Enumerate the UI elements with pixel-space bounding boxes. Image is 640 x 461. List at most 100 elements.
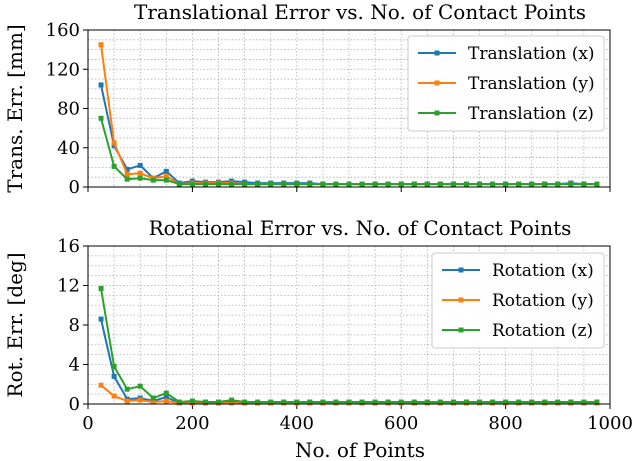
rotation-data-point <box>424 399 430 405</box>
rotation-legend-marker <box>458 327 464 333</box>
rotation-y-tick-label: 0 <box>69 394 80 415</box>
rotation-x-tick-label: 800 <box>488 413 522 434</box>
translation-data-point <box>255 181 261 187</box>
translation-data-point <box>111 140 117 146</box>
rotation-data-point <box>111 373 117 379</box>
translation-data-point <box>320 181 326 187</box>
translation-data-point <box>581 181 587 187</box>
translation-data-point <box>594 181 600 187</box>
translation-y-tick-label: 80 <box>57 99 80 120</box>
rotation-data-point <box>189 398 195 404</box>
rotation-data-point <box>229 400 235 406</box>
rotation-data-point <box>333 399 339 405</box>
translation-y-tick-label: 0 <box>69 177 80 198</box>
rotation-data-point <box>555 399 561 405</box>
rotation-data-point <box>216 399 221 405</box>
rotation-y-tick-label: 12 <box>57 276 80 297</box>
translation-data-point <box>333 181 339 187</box>
translation-data-point <box>294 181 300 187</box>
translation-chart-title: Translational Error vs. No. of Contact P… <box>134 0 586 24</box>
rotation-axis-ticks: 0 200 400 600 800 1000 0 4 8 12 16 <box>57 236 633 434</box>
rotation-data-point <box>398 399 404 405</box>
translation-data-point <box>398 181 404 187</box>
translation-data-point <box>111 163 117 169</box>
translation-data-point <box>163 177 169 183</box>
rotation-axes-frame <box>87 245 611 405</box>
translation-legend-box <box>407 35 605 132</box>
rotation-data-point <box>307 399 313 405</box>
rotation-data-point <box>529 399 535 405</box>
rotation-data-point <box>490 399 496 405</box>
rotation-error-panel: Rotational Error vs. No. of Contact Poin… <box>3 216 633 461</box>
translation-data-point <box>124 176 130 182</box>
rotation-legend-marker <box>458 297 464 303</box>
translation-data-point <box>424 181 430 187</box>
translation-data-point <box>268 181 274 187</box>
translation-data-point <box>281 181 287 187</box>
rotation-data-point <box>516 399 522 405</box>
translation-data-point <box>229 181 235 187</box>
translation-data-point <box>163 173 169 179</box>
translation-y-axis-label: Trans. Err. [mm] <box>3 24 27 192</box>
rotation-data-point <box>137 383 143 389</box>
translation-data-point <box>150 177 156 183</box>
rotation-data-point <box>163 394 169 400</box>
rotation-data-point <box>294 399 300 405</box>
rotation-y-tick-label: 4 <box>69 355 80 376</box>
translation-data-point <box>516 181 522 187</box>
translation-data-point <box>359 181 365 187</box>
rotation-legend-label: Rotation (x) <box>492 261 594 281</box>
translation-data-point <box>242 181 248 187</box>
rotation-data-point <box>503 399 509 405</box>
translation-data-point <box>477 181 482 187</box>
translation-y-tick-label: 40 <box>57 138 80 159</box>
translation-data-point <box>385 181 391 187</box>
rotation-legend-marker <box>458 267 464 273</box>
rotation-data-point <box>137 397 143 403</box>
rotation-series-layer <box>98 285 600 406</box>
translation-data-point <box>189 181 195 187</box>
rotation-data-point <box>242 399 248 405</box>
translation-y-tick-label: 160 <box>46 20 80 41</box>
translation-data-point <box>137 175 143 181</box>
rotation-data-point <box>163 398 169 404</box>
rotation-data-point <box>98 316 104 322</box>
rotation-y-tick-label: 16 <box>57 236 80 257</box>
rotation-chart-title: Rotational Error vs. No. of Contact Poin… <box>149 216 572 240</box>
rotation-data-point <box>581 399 587 405</box>
rotation-data-point <box>477 399 482 405</box>
rotation-legend: Rotation (x) Rotation (y) Rotation (z) <box>431 252 605 349</box>
translation-legend-label: Translation (y) <box>468 74 595 94</box>
translation-error-panel: Translational Error vs. No. of Contact P… <box>3 0 611 198</box>
translation-data-point <box>346 181 352 187</box>
x-axis-label: No. of Points <box>295 438 425 461</box>
rotation-data-point <box>229 397 235 403</box>
rotation-x-tick-label: 200 <box>175 413 209 434</box>
rotation-data-point <box>359 399 365 405</box>
translation-data-point <box>555 181 561 187</box>
translation-data-point <box>137 170 143 176</box>
translation-data-point <box>98 115 104 121</box>
translation-axis-ticks: 0 40 80 120 160 <box>46 20 611 198</box>
rotation-data-point <box>346 399 352 405</box>
rotation-data-point <box>111 363 117 369</box>
rotation-data-point <box>594 399 600 405</box>
rotation-y-tick-label: 8 <box>69 315 80 336</box>
translation-data-point <box>98 42 104 48</box>
translation-legend-label: Translation (z) <box>468 104 594 124</box>
rotation-data-point <box>124 386 130 392</box>
rotation-data-point <box>98 285 104 291</box>
rotation-x-tick-label: 600 <box>384 413 418 434</box>
rotation-data-point <box>150 399 156 405</box>
translation-legend-marker <box>434 110 440 116</box>
translation-data-point <box>137 162 143 168</box>
translation-series-layer <box>98 42 600 187</box>
rotation-data-point <box>163 390 169 396</box>
translation-data-point <box>568 181 574 187</box>
translation-data-point <box>124 166 130 172</box>
rotation-data-point <box>568 399 574 405</box>
rotation-data-point <box>320 399 326 405</box>
translation-legend-marker <box>434 80 440 86</box>
rotation-x-tick-label: 400 <box>280 413 314 434</box>
